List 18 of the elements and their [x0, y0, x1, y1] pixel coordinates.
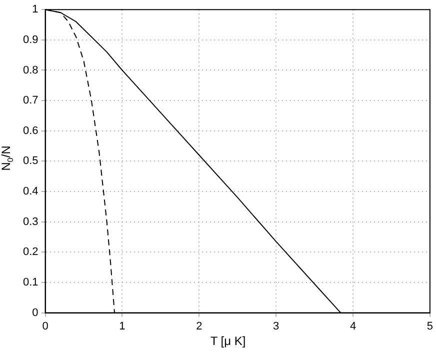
y-tick-label: 0.1: [22, 276, 38, 289]
y-tick-label: 0.5: [22, 155, 38, 168]
y-tick-label: 1: [32, 4, 38, 16]
x-tick-label: 0: [42, 320, 48, 332]
y-tick-label: 0.9: [22, 34, 38, 46]
y-tick-label: 0: [32, 306, 38, 319]
x-tick-label: 2: [196, 320, 202, 332]
y-tick-label: 0.3: [22, 216, 38, 228]
x-tick-label: 1: [119, 320, 126, 332]
y-tick-label: 0.7: [22, 94, 38, 107]
x-tick-label: 3: [273, 320, 280, 332]
y-tick-label: 0.4: [22, 186, 38, 198]
y-tick-label: 0.6: [22, 124, 38, 137]
x-axis-title: T [μ K]: [209, 334, 247, 348]
x-tick-label: 4: [350, 320, 356, 332]
y-tick-label: 0.8: [22, 64, 38, 76]
x-tick-label: 5: [426, 320, 434, 332]
y-tick-label: 0.2: [22, 246, 38, 258]
